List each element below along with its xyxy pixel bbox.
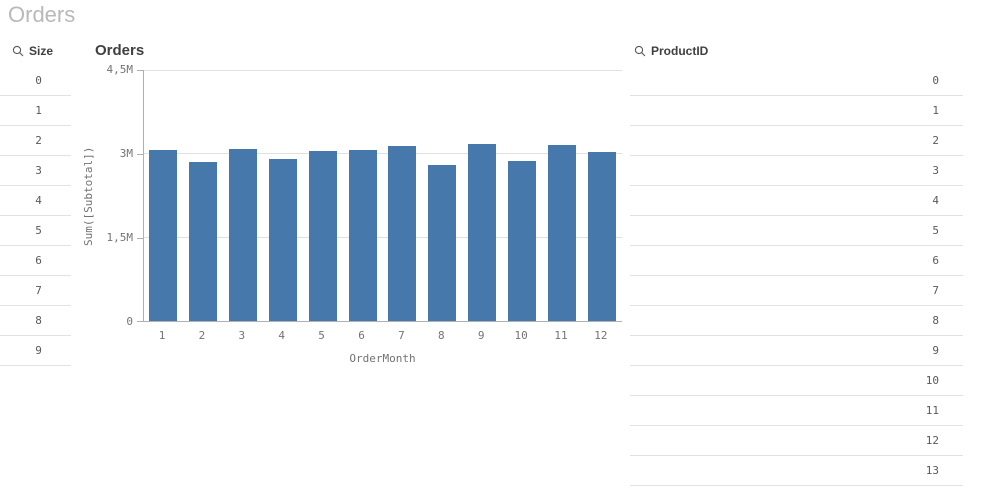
bar-month-5[interactable] bbox=[308, 151, 337, 321]
list-item[interactable]: 3 bbox=[630, 156, 963, 186]
bar-month-3[interactable] bbox=[228, 149, 257, 321]
x-tick-label: 8 bbox=[437, 329, 445, 342]
size-listbox-title: Size bbox=[29, 44, 54, 58]
orders-bar-chart: Orders Sum([Subtotal]) 0 1,5M 3M 4,5M 1 2 3 4 5 6… bbox=[78, 40, 630, 385]
y-tick-label: 0 bbox=[126, 315, 133, 328]
bar-month-12[interactable] bbox=[587, 152, 616, 321]
list-item[interactable]: 1 bbox=[0, 96, 71, 126]
x-tick-label: 3 bbox=[238, 329, 246, 342]
list-item[interactable]: 7 bbox=[0, 276, 71, 306]
list-item[interactable]: 10 bbox=[630, 366, 963, 396]
y-tick-label: 3M bbox=[119, 147, 133, 160]
list-item[interactable]: 12 bbox=[630, 426, 963, 456]
x-tick-label: 2 bbox=[198, 329, 206, 342]
list-item[interactable]: 13 bbox=[630, 456, 963, 486]
list-item[interactable]: 5 bbox=[630, 216, 963, 246]
bar-month-4[interactable] bbox=[268, 159, 297, 321]
x-tick-label: 10 bbox=[514, 329, 528, 342]
list-item[interactable]: 8 bbox=[0, 306, 71, 336]
bar-month-8[interactable] bbox=[428, 165, 457, 321]
y-axis-tick bbox=[137, 238, 144, 239]
x-tick-label: 12 bbox=[594, 329, 608, 342]
list-item[interactable]: 1 bbox=[630, 96, 963, 126]
list-item[interactable]: 0 bbox=[0, 66, 71, 96]
plot-area bbox=[137, 70, 622, 322]
productid-listbox-values: 0 1 2 3 4 5 6 7 8 9 10 11 12 13 bbox=[630, 66, 963, 486]
x-tick-label: 1 bbox=[158, 329, 166, 342]
y-tick-label: 4,5M bbox=[106, 63, 134, 76]
y-axis-tick bbox=[137, 70, 144, 71]
list-item[interactable]: 7 bbox=[630, 276, 963, 306]
bar-month-11[interactable] bbox=[548, 145, 576, 321]
bar-month-7[interactable] bbox=[388, 146, 417, 321]
productid-listbox: ProductID 0 1 2 3 4 5 6 7 8 9 10 11 12 13 bbox=[630, 40, 963, 486]
list-item[interactable]: 11 bbox=[630, 396, 963, 426]
y-axis-title: Sum([Subtotal]) bbox=[82, 146, 95, 246]
x-tick-label: 6 bbox=[358, 329, 365, 342]
bar-month-2[interactable] bbox=[188, 162, 217, 321]
list-item[interactable]: 2 bbox=[630, 126, 963, 156]
gridline bbox=[144, 70, 622, 71]
y-tick-label: 1,5M bbox=[106, 231, 134, 244]
list-item[interactable]: 9 bbox=[630, 336, 963, 366]
list-item[interactable]: 0 bbox=[630, 66, 963, 96]
x-tick-label: 11 bbox=[554, 329, 568, 342]
bar-month-6[interactable] bbox=[348, 150, 377, 321]
search-icon[interactable] bbox=[12, 45, 24, 57]
x-tick-label: 7 bbox=[398, 329, 405, 342]
size-listbox-header[interactable]: Size bbox=[0, 40, 71, 62]
list-item[interactable]: 8 bbox=[630, 306, 963, 336]
chart-title: Orders bbox=[95, 42, 145, 59]
list-item[interactable]: 3 bbox=[0, 156, 71, 186]
bar-month-1[interactable] bbox=[149, 150, 177, 321]
gridline bbox=[144, 237, 622, 238]
x-tick-label: 4 bbox=[278, 329, 285, 342]
list-item[interactable]: 5 bbox=[0, 216, 71, 246]
search-icon[interactable] bbox=[634, 45, 646, 57]
list-item[interactable]: 2 bbox=[0, 126, 71, 156]
bar-month-10[interactable] bbox=[508, 161, 537, 321]
x-tick-label: 9 bbox=[477, 329, 485, 342]
x-tick-label: 5 bbox=[318, 329, 325, 342]
list-item[interactable]: 4 bbox=[0, 186, 71, 216]
list-item[interactable]: 9 bbox=[0, 336, 71, 366]
list-item[interactable]: 6 bbox=[0, 246, 71, 276]
productid-listbox-header[interactable]: ProductID bbox=[630, 40, 963, 62]
list-item[interactable]: 6 bbox=[630, 246, 963, 276]
y-axis-tick bbox=[137, 154, 144, 155]
productid-listbox-title: ProductID bbox=[651, 44, 709, 58]
y-axis-tick bbox=[137, 321, 144, 322]
list-item[interactable]: 4 bbox=[630, 186, 963, 216]
gridline bbox=[144, 153, 622, 154]
sheet-title: Orders bbox=[8, 2, 76, 27]
bar-month-9[interactable] bbox=[468, 144, 497, 321]
x-axis-title: OrderMonth bbox=[349, 352, 416, 365]
